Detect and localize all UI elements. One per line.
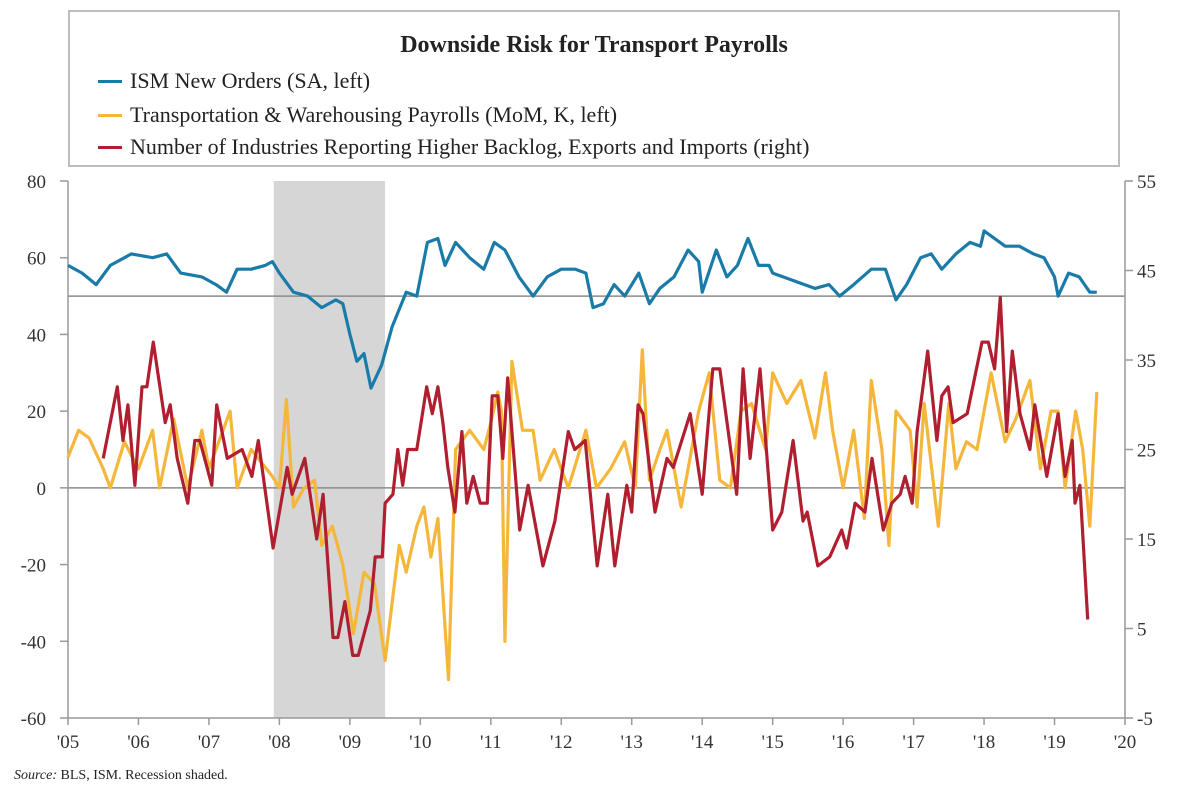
x-axis-tick-label: '15 bbox=[761, 732, 783, 753]
x-axis-tick-label: '09 bbox=[339, 732, 361, 753]
right-axis-tick-label: 55 bbox=[1137, 172, 1156, 193]
x-axis-tick-label: '12 bbox=[550, 732, 572, 753]
x-axis-tick-label: '17 bbox=[902, 732, 924, 753]
legend-item-payrolls: Transportation & Warehousing Payrolls (M… bbox=[98, 102, 617, 128]
legend-label-ism: ISM New Orders (SA, left) bbox=[130, 68, 371, 93]
legend-swatch-ism bbox=[98, 79, 122, 83]
right-axis-tick-label: 15 bbox=[1137, 530, 1156, 551]
series-line-ism-new-orders bbox=[67, 229, 1097, 390]
right-axis-tick-label: 45 bbox=[1137, 262, 1156, 283]
left-axis-tick-label: -40 bbox=[21, 632, 46, 653]
x-axis-tick-label: '11 bbox=[480, 732, 502, 753]
left-axis-tick-label: 60 bbox=[27, 249, 46, 270]
right-axis-tick-label: 25 bbox=[1137, 441, 1156, 462]
x-axis-tick-label: '18 bbox=[973, 732, 995, 753]
right-axis-tick-label: 5 bbox=[1137, 620, 1147, 641]
source-note: Source: BLS, ISM. Recession shaded. bbox=[14, 768, 228, 784]
right-axis-tick-label: -5 bbox=[1137, 709, 1153, 730]
x-axis-tick-label: '05 bbox=[57, 732, 79, 753]
series-line-transport-payrolls bbox=[66, 348, 1099, 682]
x-axis-tick-label: '07 bbox=[198, 732, 220, 753]
source-label: Source: bbox=[14, 768, 58, 783]
chart-title: Downside Risk for Transport Payrolls bbox=[400, 32, 788, 58]
left-axis-tick-label: 0 bbox=[37, 479, 47, 500]
right-axis-tick-label: 35 bbox=[1137, 351, 1156, 372]
x-axis-tick-label: '14 bbox=[691, 732, 714, 753]
legend-box: Downside Risk for Transport Payrolls ISM… bbox=[68, 10, 1120, 167]
x-axis-tick-label: '20 bbox=[1114, 732, 1136, 753]
left-axis-tick-label: 80 bbox=[27, 172, 46, 193]
legend-swatch-payrolls bbox=[98, 113, 122, 117]
legend-label-industries: Number of Industries Reporting Higher Ba… bbox=[130, 134, 810, 159]
left-axis-tick-label: 40 bbox=[27, 325, 46, 346]
source-text: BLS, ISM. Recession shaded. bbox=[60, 768, 228, 783]
x-axis-tick-label: '13 bbox=[621, 732, 643, 753]
x-axis-tick-label: '06 bbox=[127, 732, 149, 753]
x-axis-tick-label: '10 bbox=[409, 732, 431, 753]
legend-item-industries: Number of Industries Reporting Higher Ba… bbox=[98, 134, 809, 160]
left-axis-tick-label: 20 bbox=[27, 402, 46, 423]
left-axis-tick-label: -20 bbox=[21, 556, 46, 577]
x-axis-tick-label: '19 bbox=[1043, 732, 1065, 753]
x-axis-tick-label: '08 bbox=[268, 732, 290, 753]
legend-item-ism: ISM New Orders (SA, left) bbox=[98, 68, 370, 94]
x-axis-tick-label: '16 bbox=[832, 732, 854, 753]
left-axis-tick-label: -60 bbox=[21, 709, 46, 730]
series-line-industries-backlog bbox=[101, 295, 1090, 658]
legend-swatch-industries bbox=[98, 145, 122, 149]
legend-label-payrolls: Transportation & Warehousing Payrolls (M… bbox=[130, 102, 618, 127]
